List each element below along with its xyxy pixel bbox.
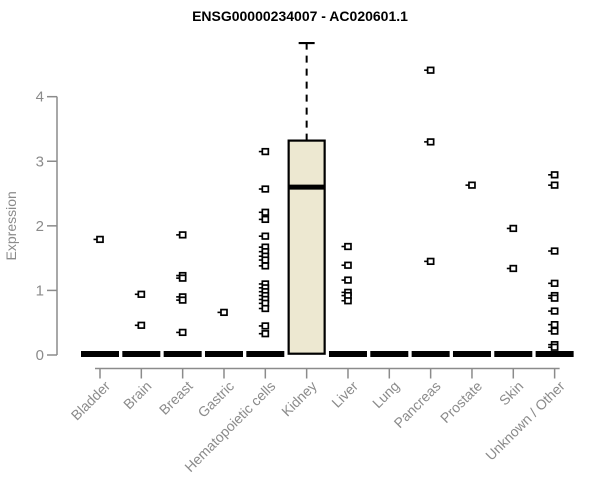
data-point-marker [261, 185, 270, 193]
data-point-marker [220, 308, 228, 317]
y-tick-label: 1 [36, 282, 44, 299]
box [287, 139, 326, 355]
data-point-marker [550, 307, 559, 315]
data-point-marker [178, 274, 187, 282]
data-point-marker [261, 304, 270, 313]
data-point-marker [261, 256, 270, 264]
x-category-label: Prostate [437, 378, 485, 426]
zero-median-bar [81, 351, 119, 357]
data-point-marker [261, 208, 270, 216]
data-point-marker [509, 264, 518, 273]
data-point-marker [426, 66, 435, 74]
x-category-label: Lung [369, 378, 402, 411]
x-category-label: Breast [156, 378, 196, 418]
data-point-marker [344, 261, 352, 269]
x-category-label: Skin [496, 378, 527, 409]
y-tick-label: 2 [36, 218, 44, 235]
data-point-marker [550, 320, 559, 329]
x-category-label: Brain [120, 378, 154, 412]
data-point-marker [550, 181, 559, 189]
data-point-marker [261, 262, 270, 270]
x-category-label: Kidney [278, 378, 320, 420]
x-category-label: Bladder [68, 378, 114, 424]
y-tick-label: 3 [36, 153, 44, 170]
data-point-marker [550, 343, 559, 351]
zero-median-bar [122, 351, 161, 357]
data-point-marker [261, 330, 270, 338]
zero-median-bar [535, 351, 574, 357]
data-point-marker [261, 147, 270, 156]
zero-median-bar [452, 351, 491, 357]
data-point-marker [468, 181, 476, 189]
zero-median-bar [163, 351, 202, 357]
data-point-marker [261, 322, 270, 330]
x-category-label: Liver [328, 378, 361, 411]
data-point-marker [261, 215, 270, 224]
data-point-marker [96, 235, 104, 244]
data-point-marker [178, 328, 187, 337]
data-point-marker [550, 247, 559, 255]
zero-median-bar [204, 351, 243, 357]
data-point-marker [344, 276, 352, 284]
data-point-marker [344, 242, 352, 251]
data-point-marker [509, 224, 518, 233]
data-point-marker [550, 279, 559, 287]
zero-median-bar [328, 351, 367, 357]
data-point-marker [550, 327, 559, 335]
data-point-marker [426, 257, 435, 266]
data-point-marker [261, 232, 270, 240]
zero-median-bar [411, 351, 450, 357]
data-point-marker [344, 297, 352, 305]
data-point-marker [178, 231, 187, 239]
data-point-marker [137, 290, 146, 298]
y-axis-title: Expression [3, 191, 19, 260]
data-point-marker [178, 296, 187, 304]
zero-median-bar [370, 351, 409, 357]
y-tick-label: 0 [36, 347, 44, 364]
zero-median-bar [246, 351, 285, 357]
data-point-marker [550, 171, 559, 179]
chart-title: ENSG00000234007 - AC020601.1 [192, 8, 408, 24]
y-tick-label: 4 [36, 89, 44, 106]
data-point-marker [550, 294, 559, 302]
zero-median-bar [494, 351, 533, 357]
data-point-marker [137, 321, 146, 329]
data-point-marker [426, 138, 435, 146]
